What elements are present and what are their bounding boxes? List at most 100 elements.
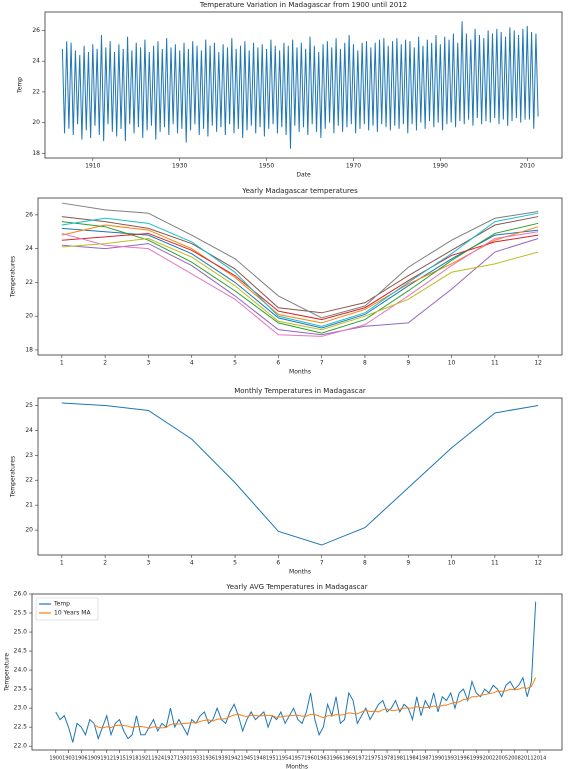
series-line [61,238,539,336]
x-tick-label: 1924 [151,756,164,762]
x-tick-label: 1963 [317,756,330,762]
y-tick-label: 25 [25,402,33,409]
x-tick-label: 8 [363,560,367,567]
x-tick-label: 1912 [100,756,113,762]
x-tick-label: 1978 [381,756,394,762]
y-tick-label: 20 [25,527,33,534]
y-tick-label: 22.0 [14,743,28,750]
x-axis-label: Date [296,172,311,179]
x-tick-label: 1957 [291,756,304,762]
x-tick-label: 1990 [432,756,445,762]
x-tick-label: 1 [60,360,64,367]
series-line [61,216,539,314]
x-tick-label: 1972 [355,756,368,762]
y-tick-label: 24.0 [14,667,28,674]
x-tick-label: 1993 [444,756,457,762]
x-tick-label: 2 [103,560,107,567]
x-tick-label: 1954 [279,756,292,762]
x-tick-label: 2002 [483,756,496,762]
x-tick-label: 1990 [433,163,448,170]
series-line [93,677,537,729]
x-tick-label: 1900 [49,756,62,762]
x-tick-label: 1921 [139,756,152,762]
x-tick-label: 8 [363,360,367,367]
y-axis-label: Temp [17,77,24,94]
x-tick-label: 2014 [534,756,547,762]
y-tick-label: 26.0 [14,591,28,598]
legend-box [35,597,99,621]
x-tick-label: 1975 [368,756,381,762]
x-tick-label: 11 [491,360,499,367]
legend-label: 10 Years MA [54,610,91,617]
x-tick-label: 10 [448,360,456,367]
y-tick-label: 24 [25,427,33,434]
x-tick-label: 1939 [215,756,228,762]
y-tick-label: 26 [32,27,40,34]
series-line [61,224,539,324]
series-line [61,21,539,149]
y-tick-label: 24 [25,245,33,252]
y-axis-label: Temperature [4,653,11,692]
x-tick-label: 2008 [508,756,521,762]
y-tick-label: 18 [25,346,33,353]
plot-frame [44,11,563,159]
y-tick-label: 22 [32,88,40,95]
series-line [61,202,539,319]
y-tick-label: 26 [25,211,33,218]
series-line [61,221,539,334]
chart-title: Yearly AVG Temperatures in Madagascar [225,583,367,591]
chart-title: Temperature Variation in Madagascar from… [199,1,407,9]
x-tick-label: 1 [60,560,64,567]
x-tick-label: 12 [534,360,542,367]
x-tick-label: 1984 [406,756,419,762]
x-tick-label: 1970 [346,163,361,170]
y-tick-label: 22.5 [14,724,28,731]
x-tick-label: 1951 [266,756,279,762]
y-tick-label: 23.0 [14,705,28,712]
y-tick-label: 18 [32,150,40,157]
x-tick-label: 7 [320,360,324,367]
plot-frame [37,397,563,556]
x-tick-label: 1948 [253,756,266,762]
x-tick-label: 12 [534,560,542,567]
series-line [55,601,537,743]
x-tick-label: 1918 [126,756,139,762]
x-tick-label: 2 [103,360,107,367]
x-tick-label: 1969 [342,756,355,762]
x-tick-label: 1996 [457,756,470,762]
x-tick-label: 7 [320,560,324,567]
x-tick-label: 1960 [304,756,317,762]
x-tick-label: 1930 [177,756,190,762]
x-tick-label: 6 [276,360,280,367]
x-tick-label: 1950 [259,163,274,170]
chart-title: Monthly Temperatures in Madagascar [234,387,366,395]
x-tick-label: 1981 [393,756,406,762]
x-tick-label: 9 [406,360,410,367]
x-tick-label: 1915 [113,756,126,762]
x-tick-label: 1930 [172,163,187,170]
x-tick-label: 1906 [75,756,88,762]
series-line [61,227,539,329]
x-tick-label: 6 [276,560,280,567]
plot-frame [31,593,563,751]
x-tick-label: 1942 [228,756,241,762]
y-tick-label: 22 [25,477,33,484]
plot-frame [37,197,563,356]
y-axis-label: Temperatures [10,256,17,298]
x-tick-label: 3 [147,360,151,367]
y-axis-label: Temperatures [10,456,17,498]
x-tick-label: 3 [147,560,151,567]
x-tick-label: 4 [190,560,194,567]
legend-label: Temp [53,601,70,608]
chart-title: Yearly Madagascar temperatures [241,187,358,195]
series-line [61,231,539,337]
x-tick-label: 11 [491,560,499,567]
y-tick-label: 25.5 [14,610,28,617]
y-tick-label: 24.5 [14,648,28,655]
series-line [61,212,539,327]
x-tick-label: 1936 [202,756,215,762]
y-tick-label: 24 [32,58,40,65]
x-tick-label: 1903 [62,756,75,762]
x-tick-label: 1910 [85,163,100,170]
